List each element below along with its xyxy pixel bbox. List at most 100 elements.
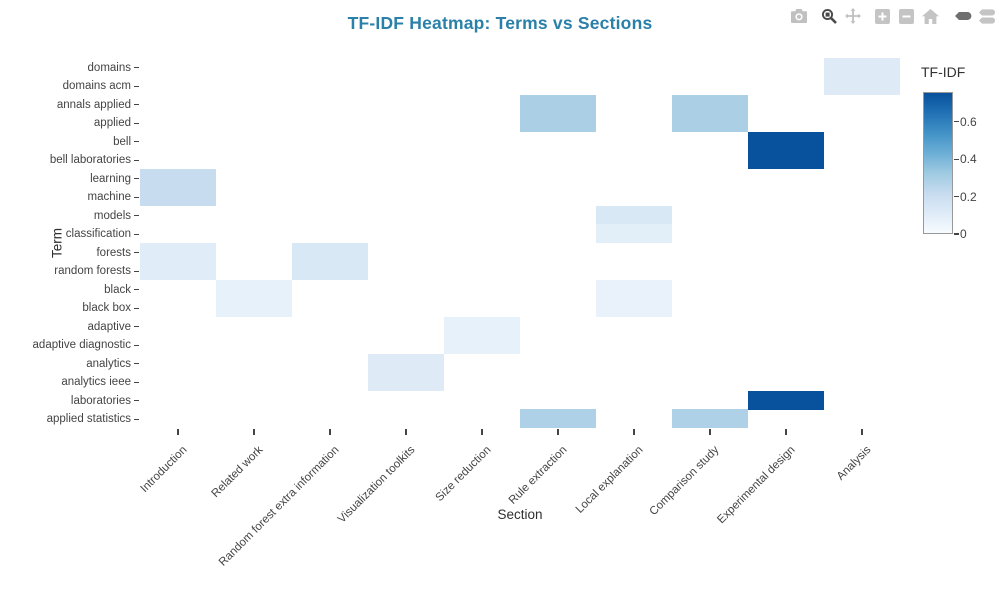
- heatmap-cell[interactable]: [596, 205, 672, 225]
- pan-icon[interactable]: [844, 8, 861, 25]
- x-tick-mark: [785, 429, 787, 435]
- x-tick-label: Local explanation: [573, 444, 646, 516]
- camera-icon[interactable]: [790, 8, 807, 25]
- y-tick-mark: [133, 141, 139, 143]
- heatmap-cell[interactable]: [672, 113, 748, 132]
- x-tick-label: Rule extraction: [506, 444, 570, 507]
- hover-compare-icon[interactable]: [979, 8, 996, 25]
- y-tick-label: domains acm: [62, 80, 131, 92]
- y-tick-label: applied statistics: [46, 413, 131, 425]
- colorbar-title: TF-IDF: [921, 64, 966, 80]
- heatmap-cell[interactable]: [368, 372, 444, 391]
- y-tick-mark: [133, 363, 139, 365]
- hover-closest-icon[interactable]: [955, 8, 972, 25]
- y-tick-label: models: [93, 209, 131, 222]
- heatmap-cell[interactable]: [140, 187, 216, 206]
- heatmap-cell[interactable]: [140, 168, 216, 188]
- heatmap-cell[interactable]: [216, 298, 292, 317]
- y-tick-label: bell: [113, 135, 131, 148]
- y-tick-label: adaptive diagnostic: [32, 339, 131, 351]
- y-tick-mark: [133, 67, 139, 69]
- heatmap-cell[interactable]: [520, 94, 596, 114]
- heatmap-cell[interactable]: [292, 261, 368, 280]
- y-tick-label: black: [104, 283, 131, 296]
- colorbar-tick-mark: [954, 233, 959, 235]
- y-tick-label: forests: [96, 246, 131, 259]
- x-tick-mark: [633, 429, 635, 435]
- zoom-out-icon[interactable]: [898, 8, 915, 25]
- y-tick-mark: [133, 326, 139, 328]
- x-tick-mark: [329, 429, 331, 435]
- colorbar-tick-mark: [954, 121, 959, 123]
- y-tick-mark: [133, 270, 139, 272]
- y-tick-label: classification: [65, 228, 131, 240]
- heatmap-cell[interactable]: [216, 279, 292, 299]
- colorbar-tick-mark: [954, 158, 959, 160]
- heatmap-cell[interactable]: [824, 57, 900, 77]
- y-tick-label: adaptive: [87, 320, 131, 333]
- x-tick-mark: [557, 429, 559, 435]
- colorbar-tick-mark: [954, 196, 959, 198]
- y-tick-label: annals applied: [56, 98, 131, 111]
- heatmap-cell[interactable]: [368, 353, 444, 373]
- y-tick-label: analytics ieee: [61, 376, 131, 388]
- zoom-in-icon[interactable]: [874, 8, 891, 25]
- colorbar-tick-label: 0.6: [960, 114, 977, 129]
- x-tick-mark: [253, 429, 255, 435]
- y-tick-mark: [133, 252, 139, 254]
- y-tick-label: bell laboratories: [49, 154, 131, 166]
- heatmap-cell[interactable]: [596, 279, 672, 299]
- y-tick-label: domains: [87, 61, 131, 74]
- x-tick-mark: [861, 429, 863, 435]
- zoom-icon[interactable]: [820, 8, 837, 25]
- home-icon[interactable]: [922, 8, 939, 25]
- x-tick-label: Random forest extra information: [216, 444, 342, 569]
- heatmap-cell[interactable]: [748, 150, 824, 169]
- heatmap-cell[interactable]: [596, 298, 672, 317]
- y-tick-label: random forests: [54, 265, 131, 277]
- heatmap-cell[interactable]: [672, 409, 748, 428]
- colorbar-tick-label: 0.4: [960, 152, 977, 167]
- x-tick-mark: [405, 429, 407, 435]
- y-tick-mark: [133, 159, 139, 161]
- y-tick-mark: [133, 307, 139, 309]
- chart-title: TF-IDF Heatmap: Terms vs Sections: [347, 13, 653, 33]
- heatmap-cell[interactable]: [520, 113, 596, 132]
- heatmap-plot[interactable]: [140, 57, 900, 429]
- modebar-toolbar: [790, 7, 996, 25]
- x-tick-label: Experimental design: [715, 444, 798, 527]
- x-tick-mark: [481, 429, 483, 435]
- colorbar-tick-label: 0.2: [960, 189, 977, 204]
- y-tick-mark: [133, 233, 139, 235]
- heatmap-cell[interactable]: [748, 131, 824, 151]
- y-axis-title: Term: [49, 228, 65, 258]
- colorbar-gradient: [923, 92, 953, 234]
- y-tick-mark: [133, 381, 139, 383]
- x-tick-mark: [177, 429, 179, 435]
- y-tick-mark: [133, 344, 139, 346]
- x-tick-label: Visualization toolkits: [335, 444, 418, 526]
- y-tick-label: laboratories: [70, 394, 131, 407]
- heatmap-cell[interactable]: [520, 409, 596, 428]
- heatmap-cell[interactable]: [748, 390, 824, 410]
- x-tick-label: Related work: [209, 444, 266, 500]
- heatmap-cell[interactable]: [140, 242, 216, 262]
- heatmap-cell[interactable]: [824, 76, 900, 95]
- x-tick-label: Introduction: [138, 444, 190, 495]
- y-tick-label: analytics: [86, 357, 131, 370]
- heatmap-cell[interactable]: [292, 242, 368, 262]
- x-tick-label: Size reduction: [433, 444, 494, 505]
- y-tick-mark: [133, 400, 139, 402]
- colorbar-tick-label: 0: [960, 227, 967, 241]
- x-axis-title: Section: [497, 507, 543, 522]
- heatmap-cell[interactable]: [672, 94, 748, 114]
- y-tick-label: black box: [82, 302, 131, 314]
- heatmap-cell[interactable]: [140, 261, 216, 280]
- heatmap-cell[interactable]: [444, 335, 520, 354]
- heatmap-cell[interactable]: [444, 316, 520, 336]
- y-tick-label: learning: [90, 172, 131, 185]
- x-tick-mark: [709, 429, 711, 435]
- y-tick-mark: [133, 215, 139, 217]
- heatmap-cell[interactable]: [596, 224, 672, 243]
